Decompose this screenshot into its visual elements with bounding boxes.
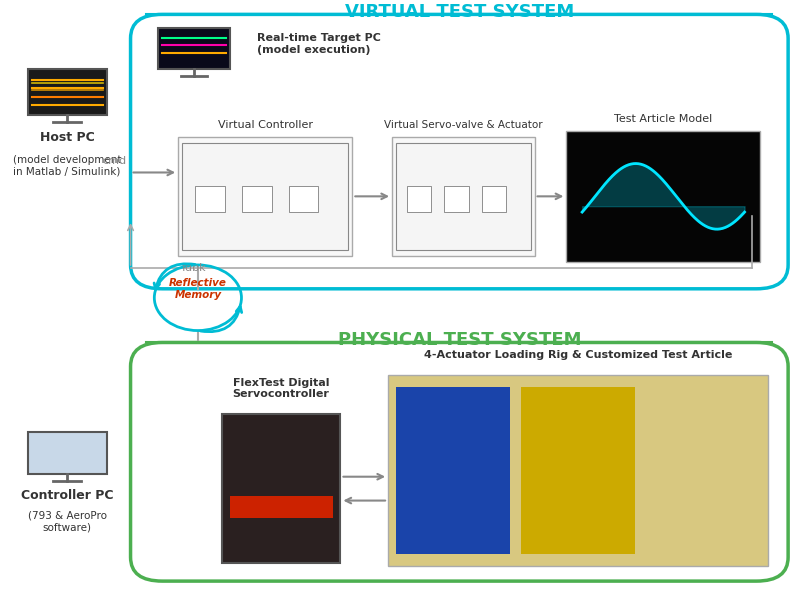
Text: PHYSICAL TEST SYSTEM: PHYSICAL TEST SYSTEM xyxy=(338,331,581,349)
Text: cmd: cmd xyxy=(102,156,126,165)
Text: Virtual Servo-valve & Actuator: Virtual Servo-valve & Actuator xyxy=(384,120,542,130)
Text: FlexTest Digital
Servocontroller: FlexTest Digital Servocontroller xyxy=(233,377,330,399)
FancyBboxPatch shape xyxy=(566,131,760,262)
FancyBboxPatch shape xyxy=(388,376,768,566)
Text: (793 & AeroPro
software): (793 & AeroPro software) xyxy=(28,511,106,533)
FancyBboxPatch shape xyxy=(27,69,106,114)
Text: fdbk: fdbk xyxy=(182,263,206,273)
FancyBboxPatch shape xyxy=(445,186,469,213)
FancyBboxPatch shape xyxy=(158,28,230,69)
Text: Virtual Controller: Virtual Controller xyxy=(218,120,313,130)
Text: (model development
in Matlab / Simulink): (model development in Matlab / Simulink) xyxy=(13,155,122,176)
FancyBboxPatch shape xyxy=(396,143,530,250)
FancyBboxPatch shape xyxy=(392,137,534,256)
Text: Test Article Model: Test Article Model xyxy=(614,114,713,124)
FancyBboxPatch shape xyxy=(396,387,510,554)
Text: VIRTUAL TEST SYSTEM: VIRTUAL TEST SYSTEM xyxy=(345,4,574,22)
FancyBboxPatch shape xyxy=(182,143,349,250)
Text: 4-Actuator Loading Rig & Customized Test Article: 4-Actuator Loading Rig & Customized Test… xyxy=(424,350,732,361)
FancyBboxPatch shape xyxy=(195,186,226,213)
FancyBboxPatch shape xyxy=(230,496,333,519)
FancyBboxPatch shape xyxy=(482,186,506,213)
FancyBboxPatch shape xyxy=(27,432,106,474)
Text: Controller PC: Controller PC xyxy=(21,489,114,502)
FancyBboxPatch shape xyxy=(289,186,318,213)
FancyBboxPatch shape xyxy=(178,137,352,256)
FancyBboxPatch shape xyxy=(222,414,341,563)
Text: Host PC: Host PC xyxy=(40,131,94,144)
Text: Real-time Target PC
(model execution): Real-time Target PC (model execution) xyxy=(258,34,381,55)
FancyBboxPatch shape xyxy=(521,387,635,554)
FancyBboxPatch shape xyxy=(242,186,272,213)
Text: Reflective
Memory: Reflective Memory xyxy=(169,278,227,300)
FancyBboxPatch shape xyxy=(406,186,431,213)
